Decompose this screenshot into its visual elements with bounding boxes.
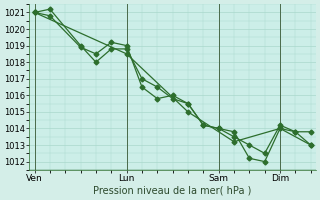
X-axis label: Pression niveau de la mer( hPa ): Pression niveau de la mer( hPa ) xyxy=(93,186,252,196)
